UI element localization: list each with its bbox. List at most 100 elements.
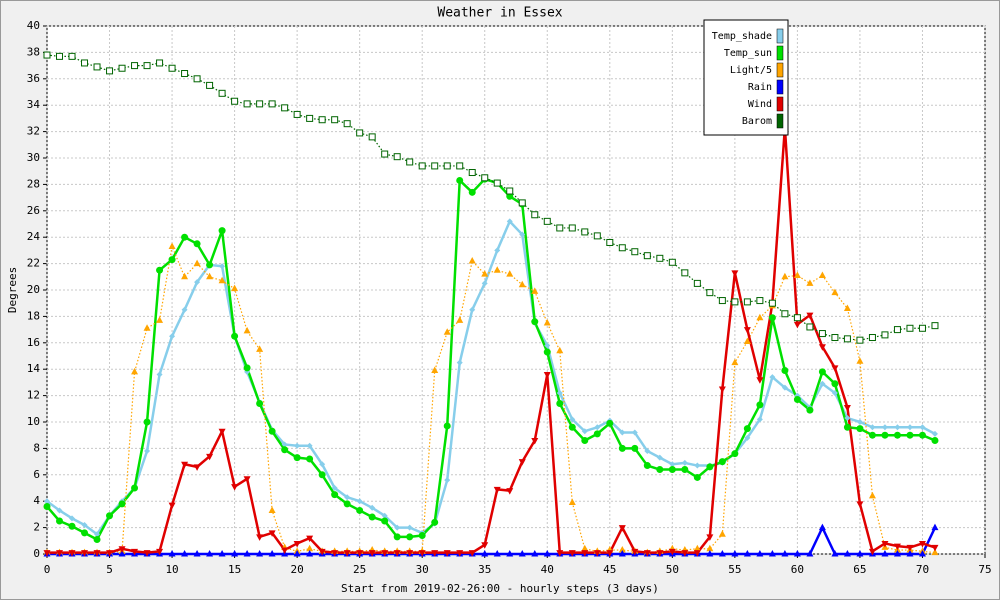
- point: [418, 162, 426, 170]
- point: [106, 67, 114, 75]
- point: [781, 384, 788, 391]
- chart-title: Weather in Essex: [437, 6, 562, 21]
- y-tick-label: 38: [27, 45, 40, 58]
- point: [356, 506, 364, 514]
- point: [931, 523, 939, 531]
- point: [406, 533, 414, 541]
- y-tick-label: 12: [27, 389, 40, 402]
- point: [156, 548, 164, 556]
- point: [931, 322, 939, 330]
- point: [681, 550, 689, 557]
- point: [618, 550, 626, 557]
- point: [168, 256, 176, 264]
- point: [93, 63, 101, 71]
- point: [294, 442, 301, 449]
- point: [69, 515, 76, 522]
- point: [718, 386, 726, 393]
- point: [231, 484, 239, 491]
- point: [306, 442, 313, 449]
- point: [93, 550, 101, 557]
- point: [581, 544, 589, 552]
- point: [656, 550, 664, 557]
- point: [881, 424, 888, 431]
- point: [293, 540, 301, 548]
- point: [356, 550, 364, 557]
- point: [468, 188, 476, 196]
- legend-swatch: [776, 113, 784, 129]
- point: [68, 52, 76, 60]
- y-tick-label: 40: [27, 19, 40, 32]
- point: [693, 473, 701, 481]
- point: [231, 284, 239, 292]
- point: [268, 506, 276, 513]
- point: [293, 550, 301, 557]
- x-tick-label: 55: [728, 563, 741, 576]
- point: [206, 81, 214, 89]
- point: [606, 419, 614, 427]
- point: [243, 100, 251, 108]
- point: [444, 477, 451, 484]
- point: [293, 110, 301, 118]
- x-tick-label: 0: [44, 563, 51, 576]
- point: [131, 548, 139, 556]
- point: [443, 162, 451, 170]
- point: [768, 314, 776, 322]
- point: [206, 550, 214, 557]
- point: [168, 550, 176, 557]
- point: [506, 192, 514, 200]
- y-tick-label: 18: [27, 309, 40, 322]
- point: [243, 364, 251, 372]
- point: [481, 270, 489, 277]
- point: [644, 448, 651, 455]
- point: [556, 400, 564, 408]
- point: [368, 513, 376, 521]
- point: [831, 365, 839, 372]
- point: [343, 120, 351, 128]
- point: [206, 453, 214, 461]
- y-axis-label: Degrees: [6, 267, 19, 313]
- point: [481, 174, 489, 182]
- point: [431, 518, 439, 526]
- point: [218, 550, 226, 557]
- point: [468, 550, 476, 557]
- point: [193, 75, 201, 83]
- point: [818, 523, 826, 531]
- point: [731, 450, 739, 458]
- point: [931, 548, 939, 556]
- point: [706, 544, 714, 552]
- point: [793, 396, 801, 404]
- point: [181, 461, 189, 469]
- point: [393, 533, 401, 541]
- point: [781, 367, 789, 375]
- point: [931, 544, 939, 552]
- point: [706, 534, 714, 541]
- point: [831, 550, 839, 557]
- point: [606, 238, 614, 246]
- point: [318, 548, 326, 556]
- point: [856, 501, 864, 508]
- point: [481, 542, 489, 549]
- point: [468, 169, 476, 177]
- point: [56, 507, 63, 514]
- legend-label: Barom: [742, 116, 772, 127]
- point: [93, 535, 101, 543]
- y-tick-label: 4: [33, 494, 40, 507]
- point: [843, 423, 851, 431]
- point: [806, 323, 814, 331]
- point: [706, 463, 714, 471]
- point: [731, 298, 739, 306]
- point: [669, 461, 676, 468]
- point: [281, 547, 289, 555]
- point: [893, 431, 901, 439]
- point: [818, 271, 826, 278]
- point: [181, 70, 189, 78]
- point: [544, 342, 551, 349]
- point: [543, 319, 551, 326]
- point: [693, 279, 701, 287]
- point: [481, 280, 488, 287]
- point: [843, 304, 851, 311]
- point: [118, 500, 126, 508]
- point: [456, 359, 463, 366]
- point: [881, 550, 889, 557]
